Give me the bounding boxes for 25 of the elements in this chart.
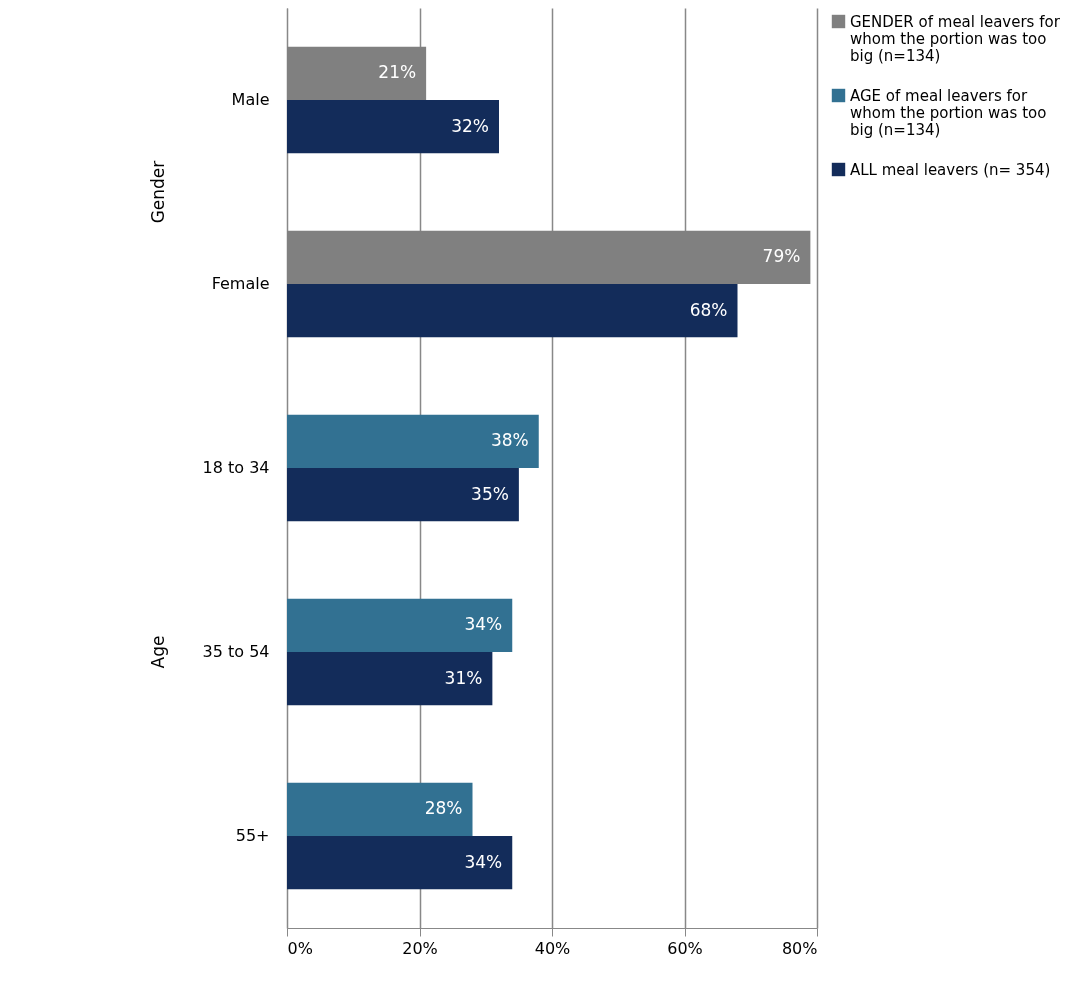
data-label: 68% xyxy=(689,299,728,320)
text: Gender xyxy=(148,160,168,224)
data-label: 34% xyxy=(464,851,503,872)
data-label: 31% xyxy=(444,667,483,688)
data-label: 21% xyxy=(378,62,417,83)
y-tick-label: Female xyxy=(211,274,270,293)
data-label: 79% xyxy=(762,246,801,267)
legend-label: GENDER of meal leavers for whom the portion was too big (n=134) xyxy=(850,12,1061,65)
legend-label: ALL meal leavers (n= 354) xyxy=(850,160,1051,179)
x-tick-label: 80% xyxy=(781,938,818,958)
y-tick-label: 55+ xyxy=(235,826,270,845)
x-tick-label: 20% xyxy=(402,938,438,958)
x-tick-label: 40% xyxy=(534,938,571,958)
y-tick-label: Male xyxy=(231,90,270,109)
y-tick-label: 18 to 34 xyxy=(202,458,270,477)
x-tick-label: 60% xyxy=(667,938,703,958)
data-label: 38% xyxy=(490,430,529,451)
data-label: 28% xyxy=(424,798,463,819)
y-tick-label: 35 to 54 xyxy=(202,642,270,661)
x-tick-label: 0% xyxy=(287,938,313,958)
data-label: 34% xyxy=(464,614,503,635)
data-label: 32% xyxy=(451,115,489,136)
legend-label: AGE of meal leavers for whom the portion was too big (n=134) xyxy=(850,86,1047,139)
data-label: 35% xyxy=(471,483,509,504)
text: Age xyxy=(148,635,168,669)
